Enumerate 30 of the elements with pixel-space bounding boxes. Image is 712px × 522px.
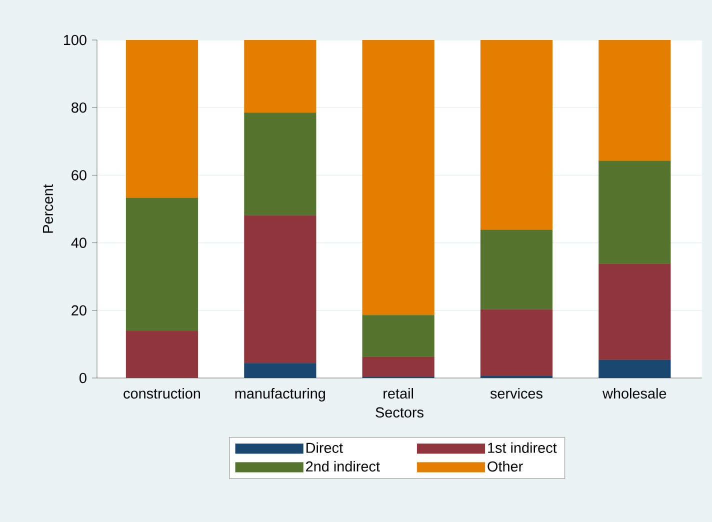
bar bbox=[480, 309, 553, 376]
bar bbox=[126, 198, 198, 332]
y-tick-label: 60 bbox=[72, 170, 86, 180]
bar bbox=[362, 315, 434, 357]
bar bbox=[362, 356, 434, 378]
y-tick-label: 80 bbox=[72, 102, 86, 113]
legend-label: Other bbox=[488, 460, 523, 472]
x-tick-label: services bbox=[490, 388, 542, 399]
y-tick-label: 40 bbox=[71, 238, 86, 248]
y-tick-label: 20 bbox=[72, 305, 86, 316]
legend-label: Direct bbox=[306, 442, 343, 453]
x-tick-label: retail bbox=[384, 388, 414, 399]
legend-label: 2nd indirect bbox=[306, 460, 380, 472]
bar bbox=[244, 112, 316, 216]
y-axis-title: Percent bbox=[42, 184, 54, 233]
x-tick-label: construction bbox=[124, 388, 200, 399]
y-tick-label: 0 bbox=[80, 372, 86, 384]
bar bbox=[480, 230, 553, 310]
bar bbox=[126, 330, 198, 378]
bar bbox=[598, 264, 671, 360]
bar bbox=[244, 215, 316, 364]
x-tick-label: wholesale bbox=[602, 388, 666, 399]
bar bbox=[480, 376, 553, 378]
x-axis-title: Sectors bbox=[376, 407, 424, 418]
x-tick-label: manufacturing bbox=[235, 388, 325, 402]
legend-label: 1st indirect bbox=[488, 442, 557, 453]
y-tick-label: 100 bbox=[64, 34, 86, 46]
bar bbox=[598, 160, 671, 264]
bar bbox=[598, 360, 671, 378]
bar bbox=[244, 363, 316, 378]
